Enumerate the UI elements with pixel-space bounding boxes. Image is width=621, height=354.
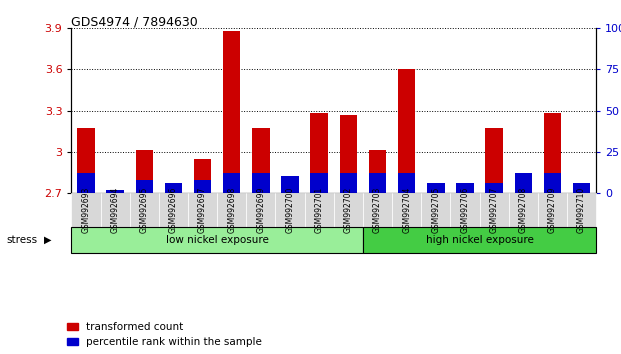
Text: GSM992703: GSM992703 [373, 187, 382, 233]
Bar [223, 31, 240, 193]
Bar [515, 179, 532, 193]
Bar [573, 183, 591, 193]
Text: GSM992705: GSM992705 [432, 187, 440, 233]
Bar [252, 129, 270, 193]
Text: GSM992704: GSM992704 [402, 187, 411, 233]
Bar [77, 173, 95, 193]
Bar [77, 129, 95, 193]
Text: GSM992700: GSM992700 [286, 187, 294, 233]
Bar [340, 115, 357, 193]
Bar [398, 69, 415, 193]
Bar [456, 185, 474, 193]
Bar [135, 150, 153, 193]
Bar [281, 176, 299, 193]
Text: GSM992708: GSM992708 [519, 187, 528, 233]
Bar [573, 189, 591, 193]
Bar [310, 113, 328, 193]
Text: GSM992702: GSM992702 [344, 187, 353, 233]
Bar [456, 183, 474, 193]
Bar [398, 173, 415, 193]
Bar [194, 159, 211, 193]
Text: high nickel exposure: high nickel exposure [425, 235, 533, 245]
Bar [252, 173, 270, 193]
Text: GSM992698: GSM992698 [227, 187, 236, 233]
Text: GSM992699: GSM992699 [256, 187, 265, 233]
Bar [106, 192, 124, 193]
Bar [223, 173, 240, 193]
Text: GSM992706: GSM992706 [461, 187, 469, 233]
Bar [340, 173, 357, 193]
Text: GSM992710: GSM992710 [577, 187, 586, 233]
Text: GDS4974 / 7894630: GDS4974 / 7894630 [71, 16, 198, 29]
Bar [106, 190, 124, 193]
Text: GSM992707: GSM992707 [489, 187, 499, 233]
Bar [369, 150, 386, 193]
Bar [486, 129, 503, 193]
Bar [165, 185, 182, 193]
Bar [165, 183, 182, 193]
Bar [369, 173, 386, 193]
Bar [135, 180, 153, 193]
Text: GSM992696: GSM992696 [169, 187, 178, 233]
Text: GSM992701: GSM992701 [315, 187, 324, 233]
Bar [544, 173, 561, 193]
Text: stress: stress [6, 235, 37, 245]
Bar [281, 185, 299, 193]
Text: GSM992695: GSM992695 [140, 187, 149, 233]
Legend: transformed count, percentile rank within the sample: transformed count, percentile rank withi… [67, 322, 262, 347]
Text: GSM992697: GSM992697 [198, 187, 207, 233]
Bar [544, 113, 561, 193]
Text: low nickel exposure: low nickel exposure [166, 235, 269, 245]
Text: GSM992709: GSM992709 [548, 187, 557, 233]
Bar [194, 180, 211, 193]
Text: GSM992694: GSM992694 [111, 187, 120, 233]
Bar [427, 183, 445, 193]
Text: GSM992693: GSM992693 [81, 187, 91, 233]
Bar [486, 183, 503, 193]
Text: ▶: ▶ [43, 235, 51, 245]
Bar [427, 183, 445, 193]
Bar [515, 173, 532, 193]
Bar [310, 173, 328, 193]
